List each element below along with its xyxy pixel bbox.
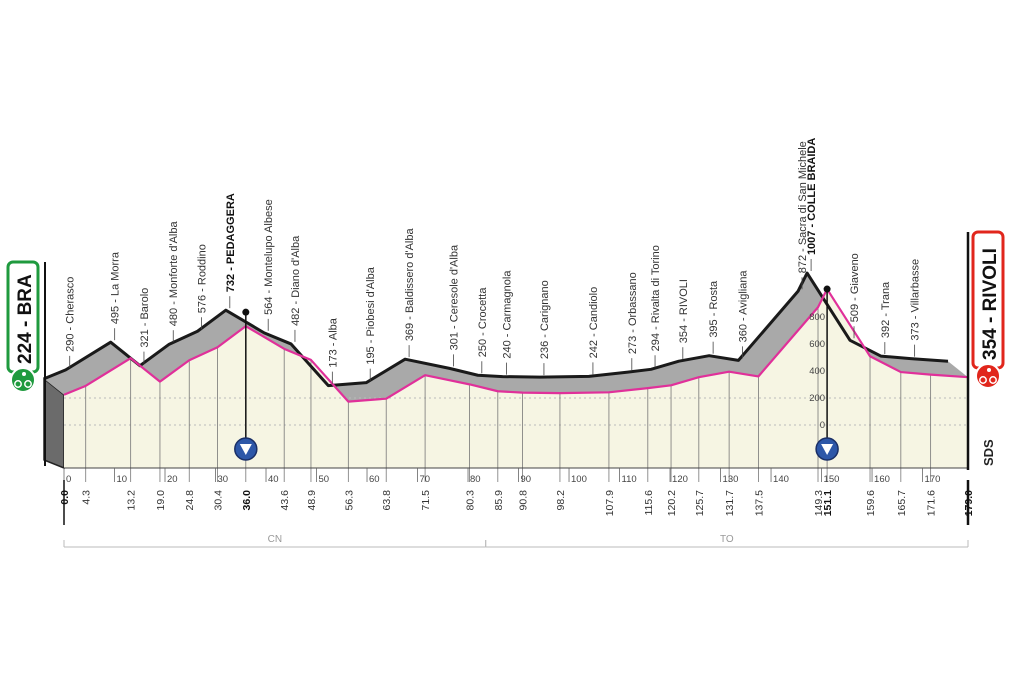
place-label: 360 - Avigliana	[737, 270, 749, 343]
x-tick-label: 140	[773, 474, 789, 485]
place-label: 482 - Diano d'Alba	[290, 235, 302, 326]
x-tick-label: 50	[319, 474, 330, 485]
km-label: 165.7	[896, 490, 908, 516]
x-tick-label: 150	[824, 474, 840, 485]
cyclist-icon-wheel	[989, 376, 997, 384]
km-label: 85.9	[493, 490, 505, 511]
place-label: 250 - Crocetta	[477, 287, 489, 358]
x-tick-label: 10	[117, 474, 128, 485]
gpm-triangle-icon	[821, 444, 834, 455]
x-tick-label: 30	[218, 474, 229, 485]
place-label: 509 - Giaveno	[849, 253, 861, 322]
km-label: 13.2	[126, 490, 138, 511]
km-label: 149.3	[813, 490, 825, 516]
elevation-tick-label: 400	[809, 366, 825, 377]
place-label: 480 - Monforte d'Alba	[168, 220, 180, 326]
place-label: 173 - Alba	[327, 317, 339, 367]
place-label: 576 - Roddino	[197, 244, 209, 313]
km-label: 171.6	[926, 490, 938, 516]
km-label: 71.5	[420, 490, 432, 511]
ground-fill	[64, 289, 968, 468]
x-tick-label: 100	[571, 474, 587, 485]
region-label: CN	[268, 534, 282, 545]
km-label: 36.0	[241, 490, 253, 511]
place-label: 564 - Montelupo Albese	[263, 199, 275, 315]
x-tick-label: 160	[874, 474, 890, 485]
km-label: 115.6	[643, 490, 655, 516]
x-tick-label: 90	[521, 474, 532, 485]
km-label: 137.5	[753, 490, 765, 516]
x-tick-label: 130	[723, 474, 739, 485]
place-label: 732 - PEDAGGERA	[225, 193, 237, 292]
km-label: 120.2	[666, 490, 678, 516]
place-label: 354 - RIVOLI	[678, 279, 690, 343]
cyclist-icon	[975, 363, 1001, 389]
km-label: 90.8	[518, 490, 530, 511]
profile-line	[63, 287, 969, 403]
sds-logo: SDS	[981, 439, 996, 466]
km-label: 48.9	[306, 490, 318, 511]
km-label: 43.6	[279, 490, 291, 511]
km-label: 0.0	[59, 490, 71, 505]
km-label: 19.0	[155, 490, 167, 511]
km-label: 98.2	[555, 490, 567, 511]
x-tick-label: 60	[369, 474, 380, 485]
cyclist-icon-wheel	[24, 380, 32, 388]
place-label: 242 - Candiolo	[588, 287, 600, 359]
cyclist-icon-wheel	[979, 376, 987, 384]
place-label: 369 - Baldissero d'Alba	[404, 228, 416, 342]
place-label: 294 - Rivalta di Torino	[650, 245, 662, 351]
elevation-tick-label: 200	[809, 393, 825, 404]
elevation-tick-label: 0	[820, 420, 825, 431]
x-tick-label: 70	[420, 474, 431, 485]
place-label: 273 - Orbassano	[627, 272, 639, 354]
gpm-triangle-icon	[239, 444, 252, 455]
gpm-summit-dot	[823, 285, 831, 293]
gpm-summit-dot	[242, 308, 250, 316]
km-label: 125.7	[694, 490, 706, 516]
place-label: 395 - Rosta	[708, 280, 720, 338]
km-label: 151.1	[822, 490, 834, 516]
place-label: 495 - La Morra	[110, 251, 122, 324]
place-label: 301 - Ceresole d'Alba	[449, 244, 461, 350]
region-label: TO	[720, 534, 734, 545]
x-tick-label: 40	[268, 474, 279, 485]
cyclist-icon-wheel	[14, 380, 22, 388]
place-label: 290 - Cherasco	[65, 277, 77, 352]
start-label: 224 - BRA	[15, 274, 36, 364]
x-tick-label: 120	[672, 474, 688, 485]
place-label: 321 - Barolo	[139, 288, 151, 348]
x-tick-label: 20	[167, 474, 178, 485]
km-label: 159.6	[865, 490, 877, 516]
x-tick-label: 0	[66, 474, 71, 485]
place-label: 240 - Carmagnola	[502, 270, 514, 359]
km-label: 24.8	[184, 490, 196, 511]
place-label: 195 - Piobesi d'Alba	[365, 266, 377, 364]
place-label: 1007 - COLLE BRAIDA	[806, 138, 818, 255]
x-tick-label: 170	[925, 474, 941, 485]
x-tick-label: 80	[470, 474, 481, 485]
place-label: 392 - Trana	[880, 281, 892, 338]
place-label: 872 - Sacra di San Michele	[797, 141, 809, 273]
cyclist-icon-head	[987, 368, 991, 372]
elevation-tick-label: 800	[809, 312, 825, 323]
place-label: 236 - Carignano	[539, 280, 551, 359]
cyclist-icon-head	[22, 372, 26, 376]
km-label: 56.3	[343, 490, 355, 511]
km-label: 131.7	[724, 490, 736, 516]
km-label: 4.3	[81, 490, 93, 505]
cyclist-icon	[10, 367, 36, 393]
km-label: 107.9	[604, 490, 616, 516]
ridge-line	[43, 271, 949, 388]
elevation-tick-label: 600	[809, 339, 825, 350]
km-label: 63.8	[381, 490, 393, 511]
km-label: 30.4	[213, 490, 225, 511]
km-label: 80.3	[465, 490, 477, 511]
place-label: 373 - Villarbasse	[910, 259, 922, 341]
x-tick-label: 110	[622, 474, 637, 485]
ridge-band	[44, 273, 968, 402]
finish-label: 354 - RIVOLI	[980, 248, 1001, 360]
